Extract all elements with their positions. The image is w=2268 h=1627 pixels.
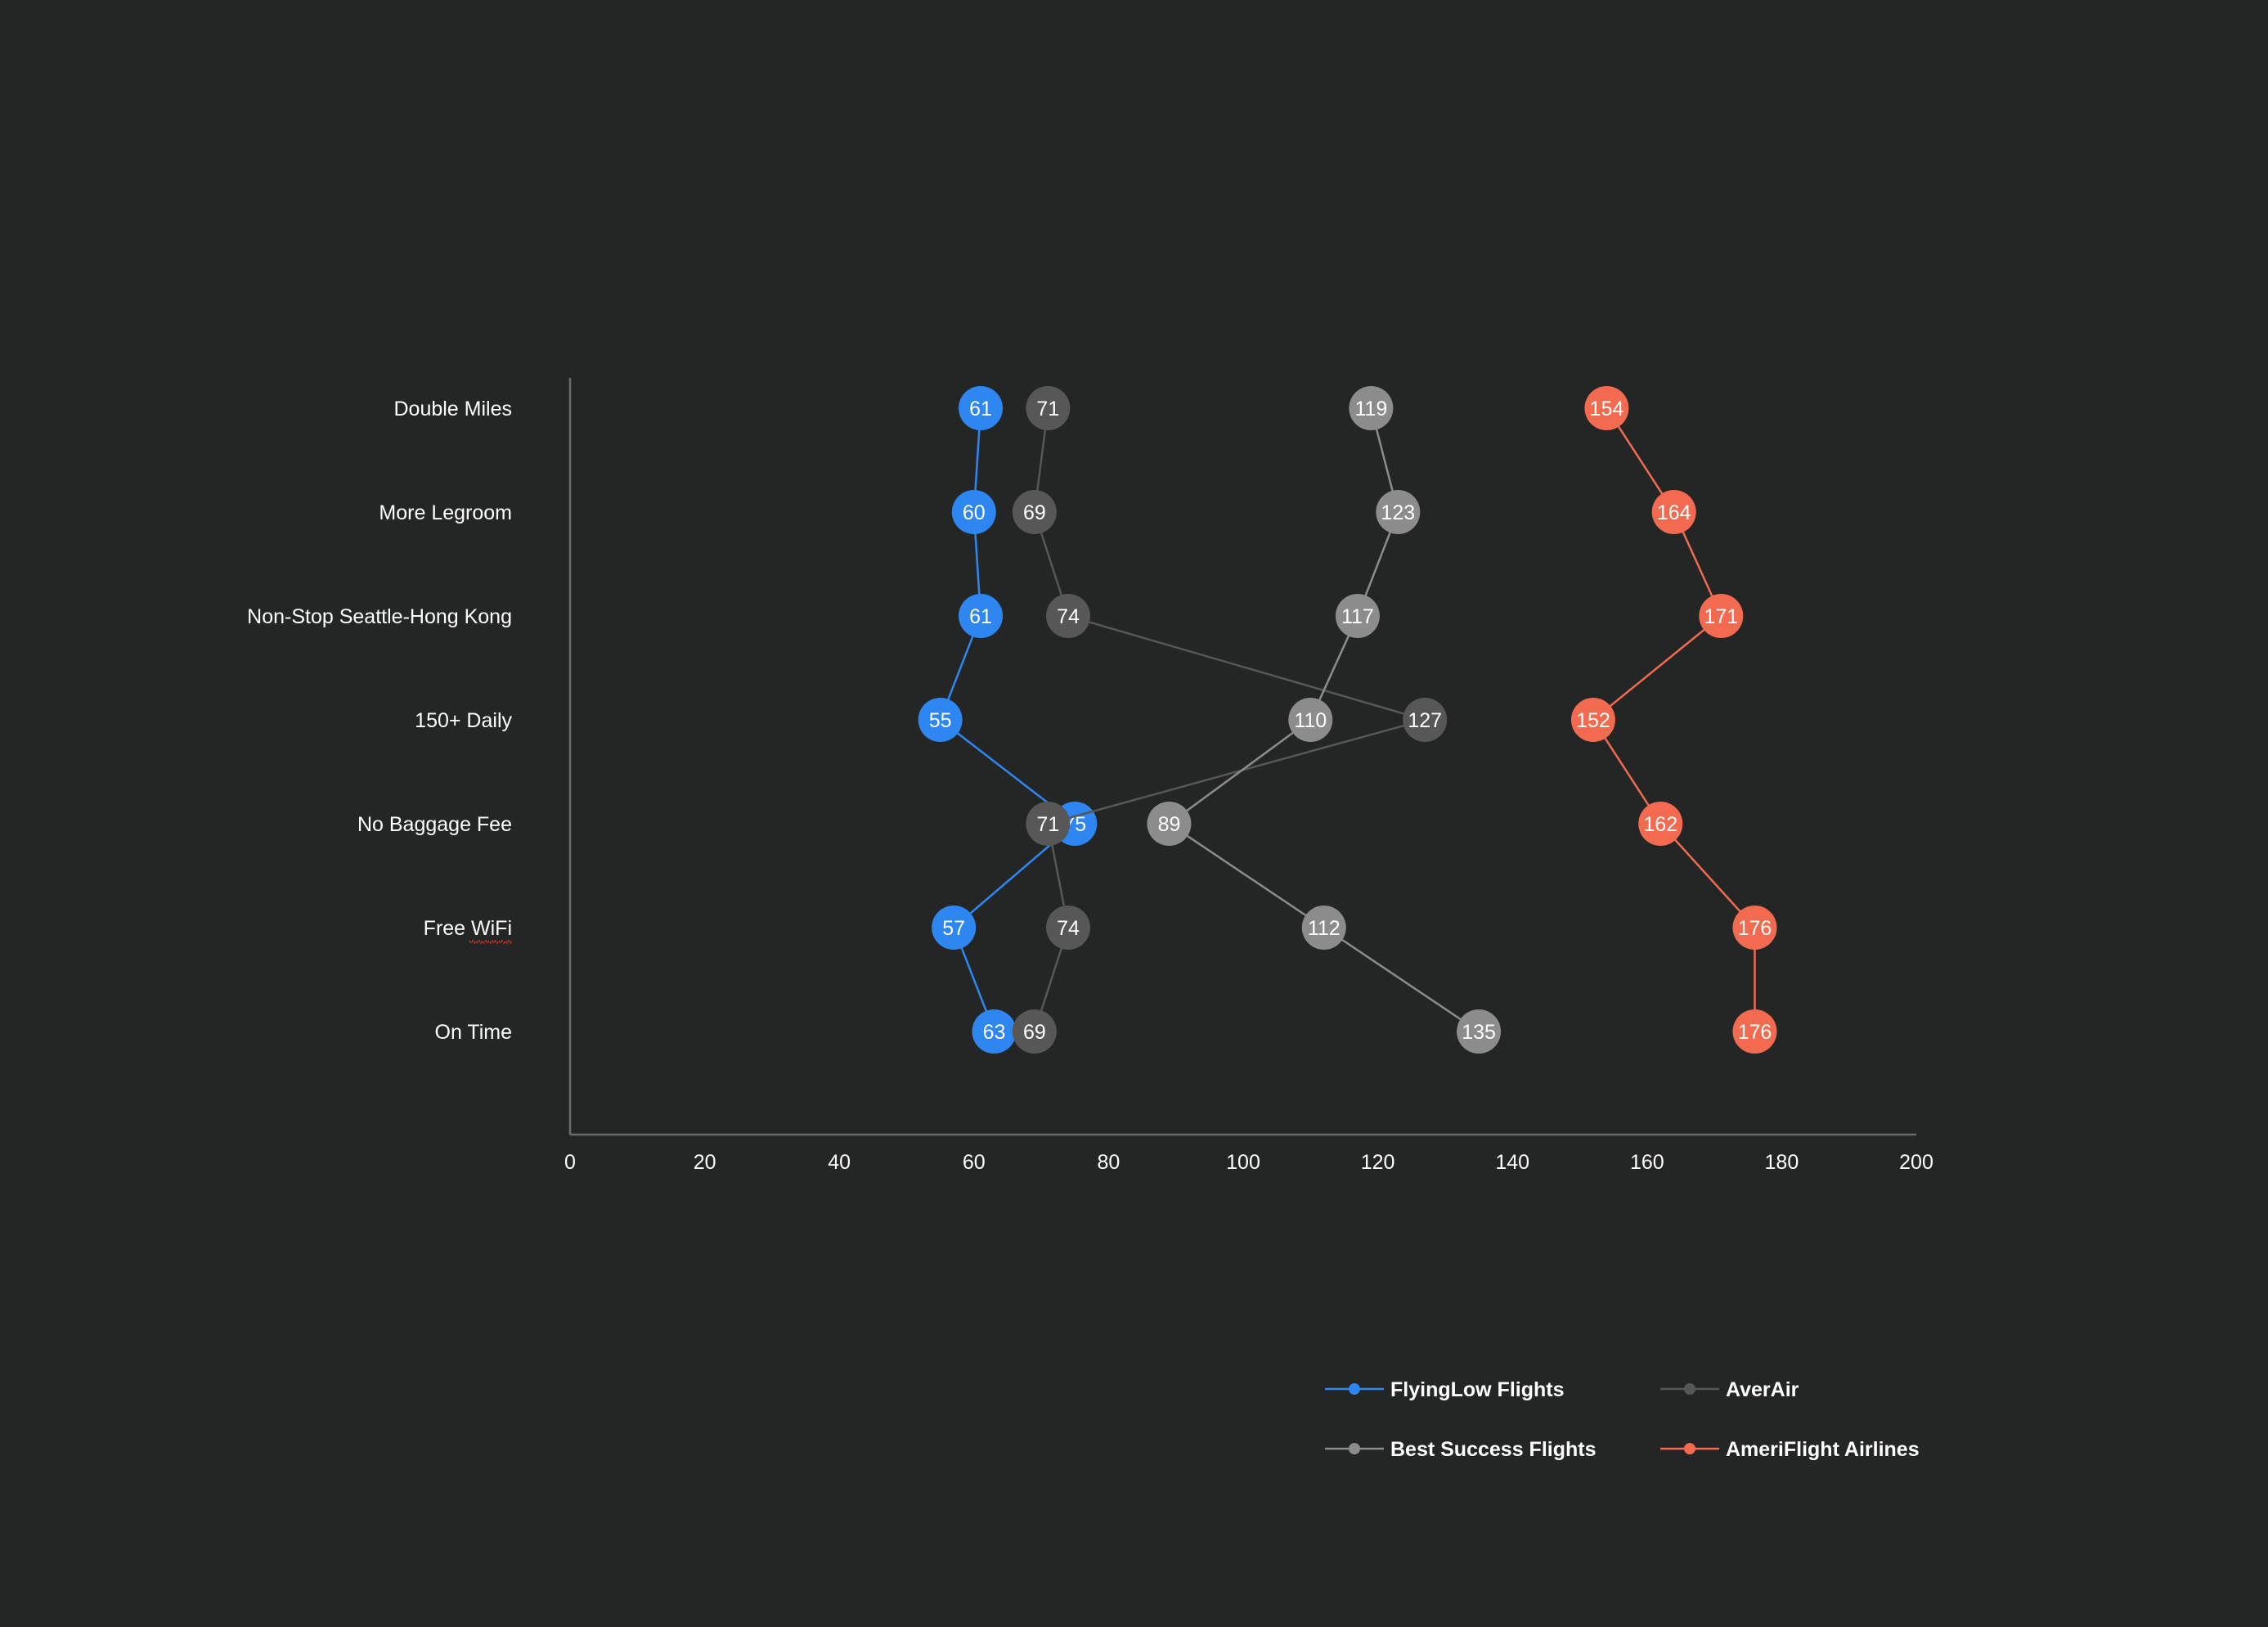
legend-marker (1349, 1443, 1360, 1454)
data-point (1376, 490, 1421, 534)
legend-marker (1684, 1383, 1695, 1395)
data-point (1147, 802, 1192, 846)
data-point (1403, 698, 1448, 742)
data-label: 117 (1341, 605, 1374, 628)
axes (568, 378, 1916, 1136)
series-line (1033, 407, 1429, 1032)
legend-label: AmeriFlight Airlines (1726, 1438, 1920, 1461)
data-label: 119 (1354, 398, 1387, 420)
legend-label: AverAir (1726, 1378, 1799, 1401)
data-point (1584, 386, 1629, 430)
data-label: 162 (1643, 813, 1677, 836)
category-label: 150+ Daily (415, 709, 512, 732)
category-label: Non-Stop Seattle-Hong Kong (247, 605, 512, 628)
data-label: 69 (1023, 501, 1046, 524)
legend-item: AverAir (1660, 1378, 1799, 1401)
data-label: 110 (1294, 709, 1327, 732)
legend-label: FlyingLow Flights (1390, 1378, 1564, 1401)
data-point (1288, 698, 1333, 742)
category-label: Double Miles (393, 398, 512, 420)
data-label: 61 (969, 605, 992, 628)
data-point (951, 490, 996, 534)
data-label: 154 (1590, 398, 1624, 420)
data-label: 176 (1738, 917, 1772, 940)
legend-marker (1349, 1383, 1360, 1395)
series-layer: 6160615575576371697412771746911912311711… (918, 386, 1777, 1054)
legend-label: Best Success Flights (1390, 1438, 1596, 1461)
data-point (972, 1009, 1017, 1054)
data-label: 123 (1381, 501, 1415, 524)
data-label: 152 (1576, 709, 1610, 732)
data-point (1046, 906, 1091, 950)
data-label: 127 (1408, 709, 1442, 732)
data-point (1335, 594, 1380, 638)
spellcheck-underline (469, 939, 513, 945)
data-point (1026, 386, 1071, 430)
data-point (1638, 802, 1683, 846)
data-label: 135 (1462, 1021, 1496, 1044)
data-point (1012, 1009, 1057, 1054)
x-tick-label: 80 (1097, 1151, 1120, 1174)
data-label: 60 (963, 501, 986, 524)
x-tick-label: 160 (1630, 1151, 1664, 1174)
data-label: 71 (1036, 398, 1059, 420)
data-label: 71 (1036, 813, 1059, 836)
x-tick-label: 20 (694, 1151, 716, 1174)
data-label: 164 (1657, 501, 1691, 524)
category-label: No Baggage Fee (357, 813, 512, 836)
series-best-success-flights: 119 123 117 110 89 112 135 (1147, 386, 1502, 1054)
data-point (918, 698, 963, 742)
x-tick-label: 60 (963, 1151, 986, 1174)
series-averair: 71 69 74 127 71 74 69 (1012, 386, 1448, 1054)
data-point (959, 594, 1004, 638)
x-tick-label: 120 (1361, 1151, 1395, 1174)
legend: FlyingLow Flights AverAir Best Success Fli… (1325, 1378, 1920, 1461)
data-label: 63 (983, 1021, 1006, 1044)
data-label: 74 (1057, 605, 1080, 628)
x-tick-label: 180 (1765, 1151, 1799, 1174)
data-label: 69 (1023, 1021, 1046, 1044)
category-labels: Double Miles More Legroom Non-Stop Seattle… (247, 398, 513, 1044)
series-ameriflight-airlines: 154 164 171 152 162 176 176 (1570, 386, 1777, 1054)
data-label: 61 (969, 398, 992, 420)
category-label: More Legroom (379, 501, 512, 524)
data-label: 89 (1158, 813, 1181, 836)
category-label: Free WiFi (424, 917, 512, 940)
data-label: 112 (1308, 917, 1341, 940)
data-label: 171 (1704, 605, 1738, 628)
data-point (1732, 906, 1777, 950)
data-label: 57 (942, 917, 965, 940)
data-label: 55 (929, 709, 952, 732)
data-point (959, 386, 1004, 430)
data-point (932, 906, 977, 950)
x-tick-label: 140 (1495, 1151, 1529, 1174)
data-point (1570, 698, 1615, 742)
legend-item: Best Success Flights (1325, 1438, 1596, 1461)
data-point (1699, 594, 1744, 638)
data-label: 74 (1057, 917, 1080, 940)
legend-item: FlyingLow Flights (1325, 1378, 1564, 1401)
x-tick-label: 40 (828, 1151, 851, 1174)
data-point (1457, 1009, 1502, 1054)
data-point (1349, 386, 1394, 430)
legend-marker (1684, 1443, 1695, 1454)
category-label: On Time (435, 1021, 512, 1044)
x-tick-label: 0 (564, 1151, 576, 1174)
data-point (1301, 906, 1346, 950)
x-tick-label: 200 (1899, 1151, 1933, 1174)
data-label: 176 (1738, 1021, 1772, 1044)
data-point (1651, 490, 1696, 534)
data-point (1026, 802, 1071, 846)
data-point (1012, 490, 1057, 534)
x-tick-label: 100 (1226, 1151, 1260, 1174)
data-point (1046, 594, 1091, 638)
legend-item: AmeriFlight Airlines (1660, 1438, 1920, 1461)
data-point (1732, 1009, 1777, 1054)
x-tick-labels: 0 20 40 60 80 100 120 140 160 180 200 (564, 1151, 1933, 1174)
